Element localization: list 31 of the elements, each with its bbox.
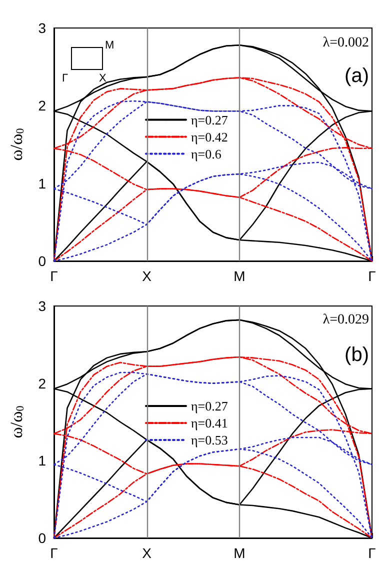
annotation: λ=0.002 [322, 36, 370, 50]
legend-label: η=0.41 [191, 415, 228, 430]
x-tick-label: Γ [368, 545, 376, 561]
annotation: (a) [344, 65, 370, 87]
y-tick-label: 0 [38, 530, 46, 546]
annotation: (b) [344, 344, 370, 366]
legend-label: η=0.6 [191, 146, 222, 162]
y-tick-label: 0 [38, 253, 46, 269]
legend-label: η=0.27 [191, 112, 228, 128]
x-tick-label: Γ [368, 268, 376, 284]
legend-label: η=0.27 [191, 398, 228, 414]
legend-label: η=0.53 [191, 432, 228, 448]
x-tick-label: Γ [50, 268, 58, 284]
y-tick-label: 3 [38, 298, 46, 314]
x-tick-label: M [234, 545, 246, 561]
annotation: M [105, 40, 114, 52]
x-tick-label: X [142, 268, 152, 284]
y-axis-title: ω/ω0 [7, 128, 26, 161]
annotation: X [99, 72, 107, 84]
legend-label: η=0.42 [191, 129, 228, 144]
x-tick-label: Γ [50, 545, 58, 561]
y-tick-label: 1 [38, 452, 46, 469]
y-tick-label: 1 [38, 175, 46, 192]
annotation: Γ [62, 72, 68, 84]
y-tick-label: 3 [38, 20, 46, 36]
x-tick-label: X [142, 545, 152, 561]
annotation: λ=0.029 [322, 312, 370, 328]
x-tick-label: M [234, 268, 246, 284]
y-tick-label: 2 [38, 375, 46, 392]
y-axis-title: ω/ω0 [7, 405, 26, 438]
y-tick-label: 2 [38, 98, 46, 114]
